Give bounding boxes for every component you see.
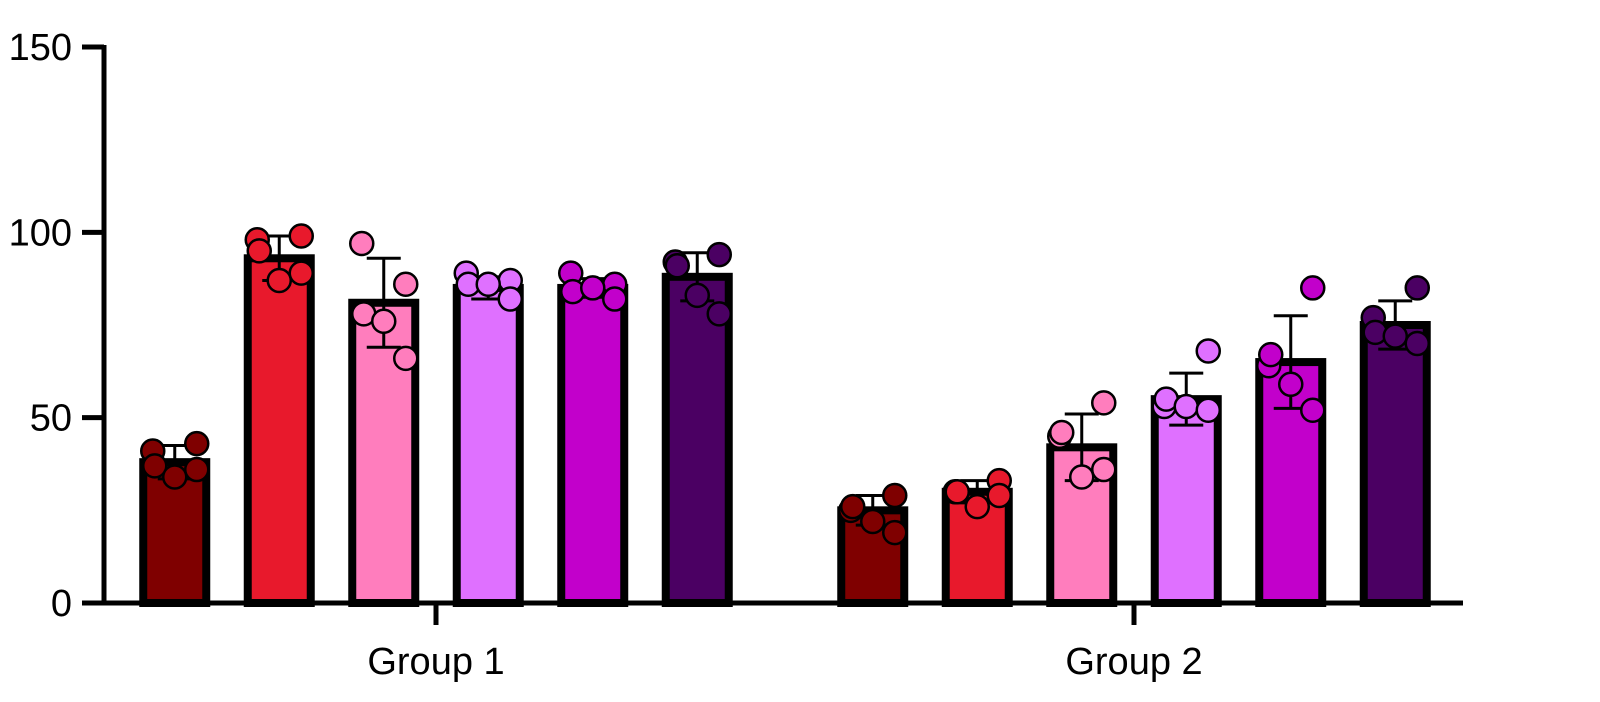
data-point [840,493,866,520]
bar-group [557,260,629,607]
data-point [1404,330,1430,357]
data-point [1195,397,1221,424]
bar [557,283,629,607]
x-categories: Group 1 Group 2 [367,603,1203,683]
data-point [1278,371,1304,398]
data-point [1300,275,1326,301]
y-tick-label: 100 [9,212,72,254]
data-point [142,453,168,479]
y-tick-label: 0 [51,583,72,625]
data-point [1091,390,1117,416]
data-point [1091,456,1117,483]
bar-group [243,223,315,607]
bar [1150,395,1222,607]
y-ticks: 0 50 100 150 [9,27,104,625]
data-point [288,223,314,249]
data-point [684,282,710,309]
data-point [1300,397,1326,424]
axes [101,45,1463,606]
y-tick-label: 50 [30,398,72,440]
data-point [1173,393,1199,420]
data-point [964,493,990,520]
data-point [184,456,210,483]
bar-group [837,482,909,608]
bar [243,254,315,607]
data-point [393,271,419,297]
bar-group [661,241,733,607]
bar-group [139,430,211,607]
data-point [266,267,292,294]
x-category-label: Group 1 [367,641,504,683]
data-point [860,508,886,535]
data-point [184,430,210,457]
bar-group [1359,275,1431,607]
data-point [664,252,690,279]
data-point [162,464,188,490]
bar-group [452,260,524,607]
data-point [882,519,908,546]
data-point [1069,464,1095,490]
data-point [1195,338,1221,364]
data-point [371,308,397,335]
data-point [497,286,523,312]
data-point [580,275,606,301]
data-point [393,345,419,372]
data-point [944,479,970,505]
data-point [246,238,272,264]
bar [1359,321,1431,607]
bar-group [348,230,420,607]
data-point [882,482,908,509]
y-tick-label: 150 [9,27,72,69]
data-point [1258,341,1284,368]
data-point [288,260,314,286]
bar-group [1255,275,1327,608]
bar-group [1150,338,1222,607]
bar-group [1046,390,1118,607]
x-category-label: Group 2 [1065,641,1202,683]
data-point [706,241,732,268]
data-point [1382,323,1408,349]
data-point [706,301,732,327]
data-point [1404,275,1430,301]
data-point [986,482,1012,509]
data-point [349,230,375,257]
bar [452,283,524,607]
data-point [602,286,628,312]
data-point [1049,419,1075,446]
data-point [475,271,501,297]
bars-layer [139,223,1431,608]
bar-group [941,467,1013,607]
